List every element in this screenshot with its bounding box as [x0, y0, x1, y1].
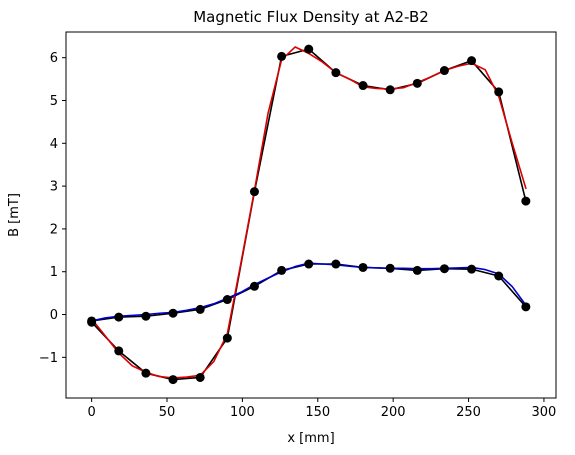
- data-point: [494, 271, 504, 281]
- y-tick-label: 1: [50, 265, 58, 280]
- x-tick-label: 250: [456, 405, 481, 420]
- data-point: [114, 312, 124, 322]
- data-point: [304, 259, 314, 269]
- x-tick-label: 300: [532, 405, 557, 420]
- data-point: [195, 304, 205, 314]
- data-point: [304, 44, 314, 54]
- data-point: [168, 375, 178, 385]
- data-point: [277, 51, 287, 61]
- data-point: [494, 87, 504, 97]
- x-tick-label: 200: [381, 405, 406, 420]
- data-point: [358, 262, 368, 272]
- y-tick-label: 6: [50, 51, 58, 66]
- y-tick-label: −1: [39, 351, 58, 366]
- y-tick-label: 2: [50, 222, 58, 237]
- x-axis-label: x [mm]: [287, 431, 334, 446]
- data-point: [331, 259, 341, 269]
- data-point: [385, 85, 395, 95]
- data-point: [87, 316, 97, 326]
- data-point: [249, 281, 259, 291]
- data-point: [249, 187, 259, 197]
- data-point: [521, 302, 531, 312]
- data-point: [222, 333, 232, 343]
- y-axis-label: B [mT]: [7, 193, 22, 237]
- data-point: [277, 265, 287, 275]
- data-point: [141, 311, 151, 321]
- data-point: [439, 66, 449, 76]
- x-tick-label: 50: [159, 405, 176, 420]
- y-axis: −1 0 1 2 3 4 5 6: [39, 51, 66, 366]
- chart-title: Magnetic Flux Density at A2-B2: [193, 8, 429, 26]
- x-axis: 0 50 100 150 200 250 300: [87, 398, 556, 420]
- data-point: [385, 263, 395, 273]
- y-tick-label: 4: [50, 137, 58, 152]
- data-point: [439, 264, 449, 274]
- data-point: [467, 264, 477, 274]
- data-point: [114, 346, 124, 356]
- marker-layer: [87, 44, 531, 385]
- y-tick-label: 5: [50, 94, 58, 109]
- x-tick-label: 0: [87, 405, 95, 420]
- data-point: [467, 56, 477, 66]
- plot-frame: [65, 31, 557, 399]
- data-point: [222, 295, 232, 305]
- data-point: [168, 308, 178, 318]
- data-point: [331, 68, 341, 78]
- y-tick-label: 0: [50, 308, 58, 323]
- data-point: [412, 78, 422, 88]
- data-point: [412, 265, 422, 275]
- data-point: [358, 81, 368, 91]
- x-tick-label: 100: [230, 405, 255, 420]
- data-point: [141, 368, 151, 378]
- x-tick-label: 150: [305, 405, 330, 420]
- y-tick-label: 3: [50, 180, 58, 195]
- data-point: [521, 196, 531, 206]
- data-point: [195, 372, 205, 382]
